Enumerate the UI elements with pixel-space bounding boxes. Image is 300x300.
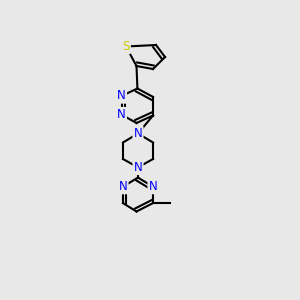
Text: N: N xyxy=(118,180,127,193)
Text: S: S xyxy=(122,40,130,53)
Text: N: N xyxy=(134,161,142,174)
Text: N: N xyxy=(117,89,126,103)
Text: N: N xyxy=(117,108,126,121)
Text: N: N xyxy=(134,127,142,140)
Text: N: N xyxy=(148,180,158,193)
